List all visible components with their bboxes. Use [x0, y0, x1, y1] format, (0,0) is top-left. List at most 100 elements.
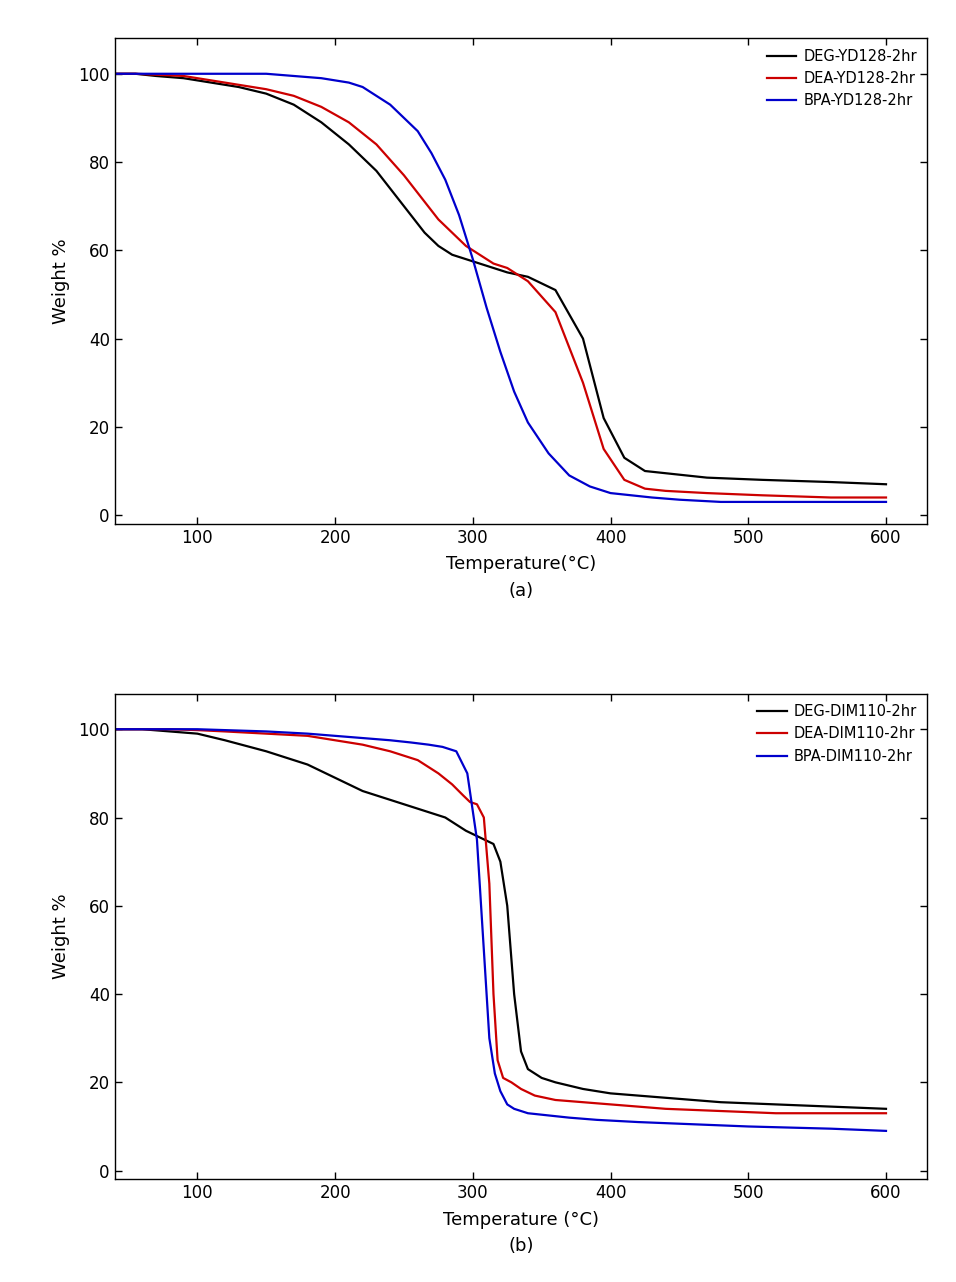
DEG-DIM110-2hr — [825, 1099, 836, 1114]
BPA-YD128-2hr — [674, 492, 685, 508]
BPA-YD128-2hr — [412, 123, 424, 138]
DEG-DIM110-2hr — [502, 899, 513, 914]
DEA-DIM110-2hr — [433, 765, 445, 781]
BPA-YD128-2hr — [605, 486, 617, 501]
BPA-DIM110-2hr — [109, 722, 120, 737]
DEG-DIM110-2hr — [191, 726, 203, 741]
BPA-DIM110-2hr — [462, 765, 473, 781]
BPA-DIM110-2hr — [260, 724, 272, 740]
BPA-DIM110-2hr — [522, 1105, 533, 1120]
BPA-YD128-2hr — [481, 300, 492, 315]
DEA-YD128-2hr — [233, 77, 245, 92]
DEG-YD128-2hr — [660, 465, 671, 481]
Text: (a): (a) — [509, 582, 533, 600]
DEG-DIM110-2hr — [715, 1095, 727, 1110]
BPA-YD128-2hr — [178, 67, 189, 82]
DEA-DIM110-2hr — [715, 1104, 727, 1119]
DEA-YD128-2hr — [399, 168, 410, 183]
BPA-YD128-2hr — [880, 495, 892, 510]
DEA-YD128-2hr — [474, 247, 486, 263]
BPA-DIM110-2hr — [450, 744, 462, 759]
DEA-YD128-2hr — [550, 304, 561, 319]
DEG-YD128-2hr — [446, 247, 458, 263]
BPA-DIM110-2hr — [825, 1120, 836, 1136]
BPA-YD128-2hr — [288, 68, 299, 83]
BPA-YD128-2hr — [522, 415, 533, 431]
Legend: DEG-YD128-2hr, DEA-YD128-2hr, BPA-YD128-2hr: DEG-YD128-2hr, DEA-YD128-2hr, BPA-YD128-… — [761, 42, 923, 114]
DEG-YD128-2hr — [825, 474, 836, 490]
BPA-DIM110-2hr — [478, 942, 489, 958]
BPA-YD128-2hr — [130, 67, 141, 82]
DEG-DIM110-2hr — [330, 770, 341, 786]
DEG-DIM110-2hr — [412, 801, 424, 817]
DEG-DIM110-2hr — [509, 986, 520, 1001]
DEA-DIM110-2hr — [771, 1105, 782, 1120]
DEG-DIM110-2hr — [460, 823, 471, 838]
DEG-DIM110-2hr — [515, 1044, 527, 1059]
DEA-YD128-2hr — [288, 88, 299, 104]
Line: BPA-YD128-2hr: BPA-YD128-2hr — [115, 74, 886, 503]
Legend: DEG-DIM110-2hr, DEA-DIM110-2hr, BPA-DIM110-2hr: DEG-DIM110-2hr, DEA-DIM110-2hr, BPA-DIM1… — [751, 699, 923, 769]
BPA-DIM110-2hr — [880, 1123, 892, 1138]
BPA-YD128-2hr — [715, 495, 727, 510]
DEA-DIM110-2hr — [260, 726, 272, 741]
BPA-YD128-2hr — [625, 487, 637, 503]
DEA-DIM110-2hr — [446, 777, 458, 792]
BPA-YD128-2hr — [425, 146, 437, 162]
BPA-YD128-2hr — [357, 79, 368, 95]
BPA-DIM110-2hr — [563, 1110, 575, 1126]
BPA-DIM110-2hr — [423, 737, 434, 753]
BPA-DIM110-2hr — [302, 726, 314, 741]
DEG-YD128-2hr — [109, 67, 120, 82]
DEA-YD128-2hr — [502, 260, 513, 276]
BPA-YD128-2hr — [384, 97, 396, 113]
DEG-YD128-2hr — [233, 79, 245, 95]
DEA-DIM110-2hr — [550, 1092, 561, 1108]
BPA-DIM110-2hr — [743, 1119, 754, 1135]
BPA-DIM110-2hr — [384, 732, 396, 747]
BPA-YD128-2hr — [343, 74, 355, 90]
Y-axis label: Weight %: Weight % — [52, 894, 70, 979]
BPA-YD128-2hr — [371, 88, 382, 104]
BPA-YD128-2hr — [206, 67, 217, 82]
Line: DEA-DIM110-2hr: DEA-DIM110-2hr — [115, 729, 886, 1113]
BPA-DIM110-2hr — [219, 723, 230, 738]
DEA-YD128-2hr — [756, 487, 768, 503]
X-axis label: Temperature (°C): Temperature (°C) — [443, 1210, 599, 1228]
DEA-YD128-2hr — [130, 67, 141, 82]
BPA-YD128-2hr — [467, 251, 479, 267]
DEG-DIM110-2hr — [164, 724, 176, 740]
BPA-DIM110-2hr — [191, 722, 203, 737]
BPA-YD128-2hr — [784, 495, 795, 510]
DEG-YD128-2hr — [260, 86, 272, 101]
DEG-YD128-2hr — [640, 463, 651, 478]
BPA-YD128-2hr — [646, 490, 658, 505]
DEA-DIM110-2hr — [191, 723, 203, 738]
DEA-YD128-2hr — [150, 67, 162, 82]
Line: DEA-YD128-2hr: DEA-YD128-2hr — [115, 74, 886, 497]
DEG-YD128-2hr — [701, 470, 712, 486]
DEA-YD128-2hr — [522, 273, 533, 288]
DEG-DIM110-2hr — [536, 1070, 548, 1086]
DEA-YD128-2hr — [315, 99, 327, 114]
DEA-YD128-2hr — [109, 67, 120, 82]
DEA-DIM110-2hr — [471, 796, 483, 812]
BPA-DIM110-2hr — [471, 832, 483, 847]
DEA-DIM110-2hr — [478, 810, 489, 826]
DEG-YD128-2hr — [502, 264, 513, 279]
DEA-YD128-2hr — [660, 483, 671, 499]
DEG-DIM110-2hr — [605, 1086, 617, 1101]
DEA-DIM110-2hr — [330, 732, 341, 747]
DEG-DIM110-2hr — [660, 1090, 671, 1105]
BPA-YD128-2hr — [399, 110, 410, 126]
DEA-DIM110-2hr — [137, 722, 148, 737]
DEA-DIM110-2hr — [660, 1101, 671, 1117]
DEA-DIM110-2hr — [529, 1088, 540, 1104]
BPA-DIM110-2hr — [164, 722, 176, 737]
DEG-DIM110-2hr — [109, 722, 120, 737]
Line: BPA-DIM110-2hr: BPA-DIM110-2hr — [115, 729, 886, 1131]
DEA-YD128-2hr — [178, 68, 189, 83]
BPA-DIM110-2hr — [357, 731, 368, 746]
DEG-YD128-2hr — [433, 238, 445, 254]
Line: DEG-YD128-2hr: DEG-YD128-2hr — [115, 74, 886, 485]
